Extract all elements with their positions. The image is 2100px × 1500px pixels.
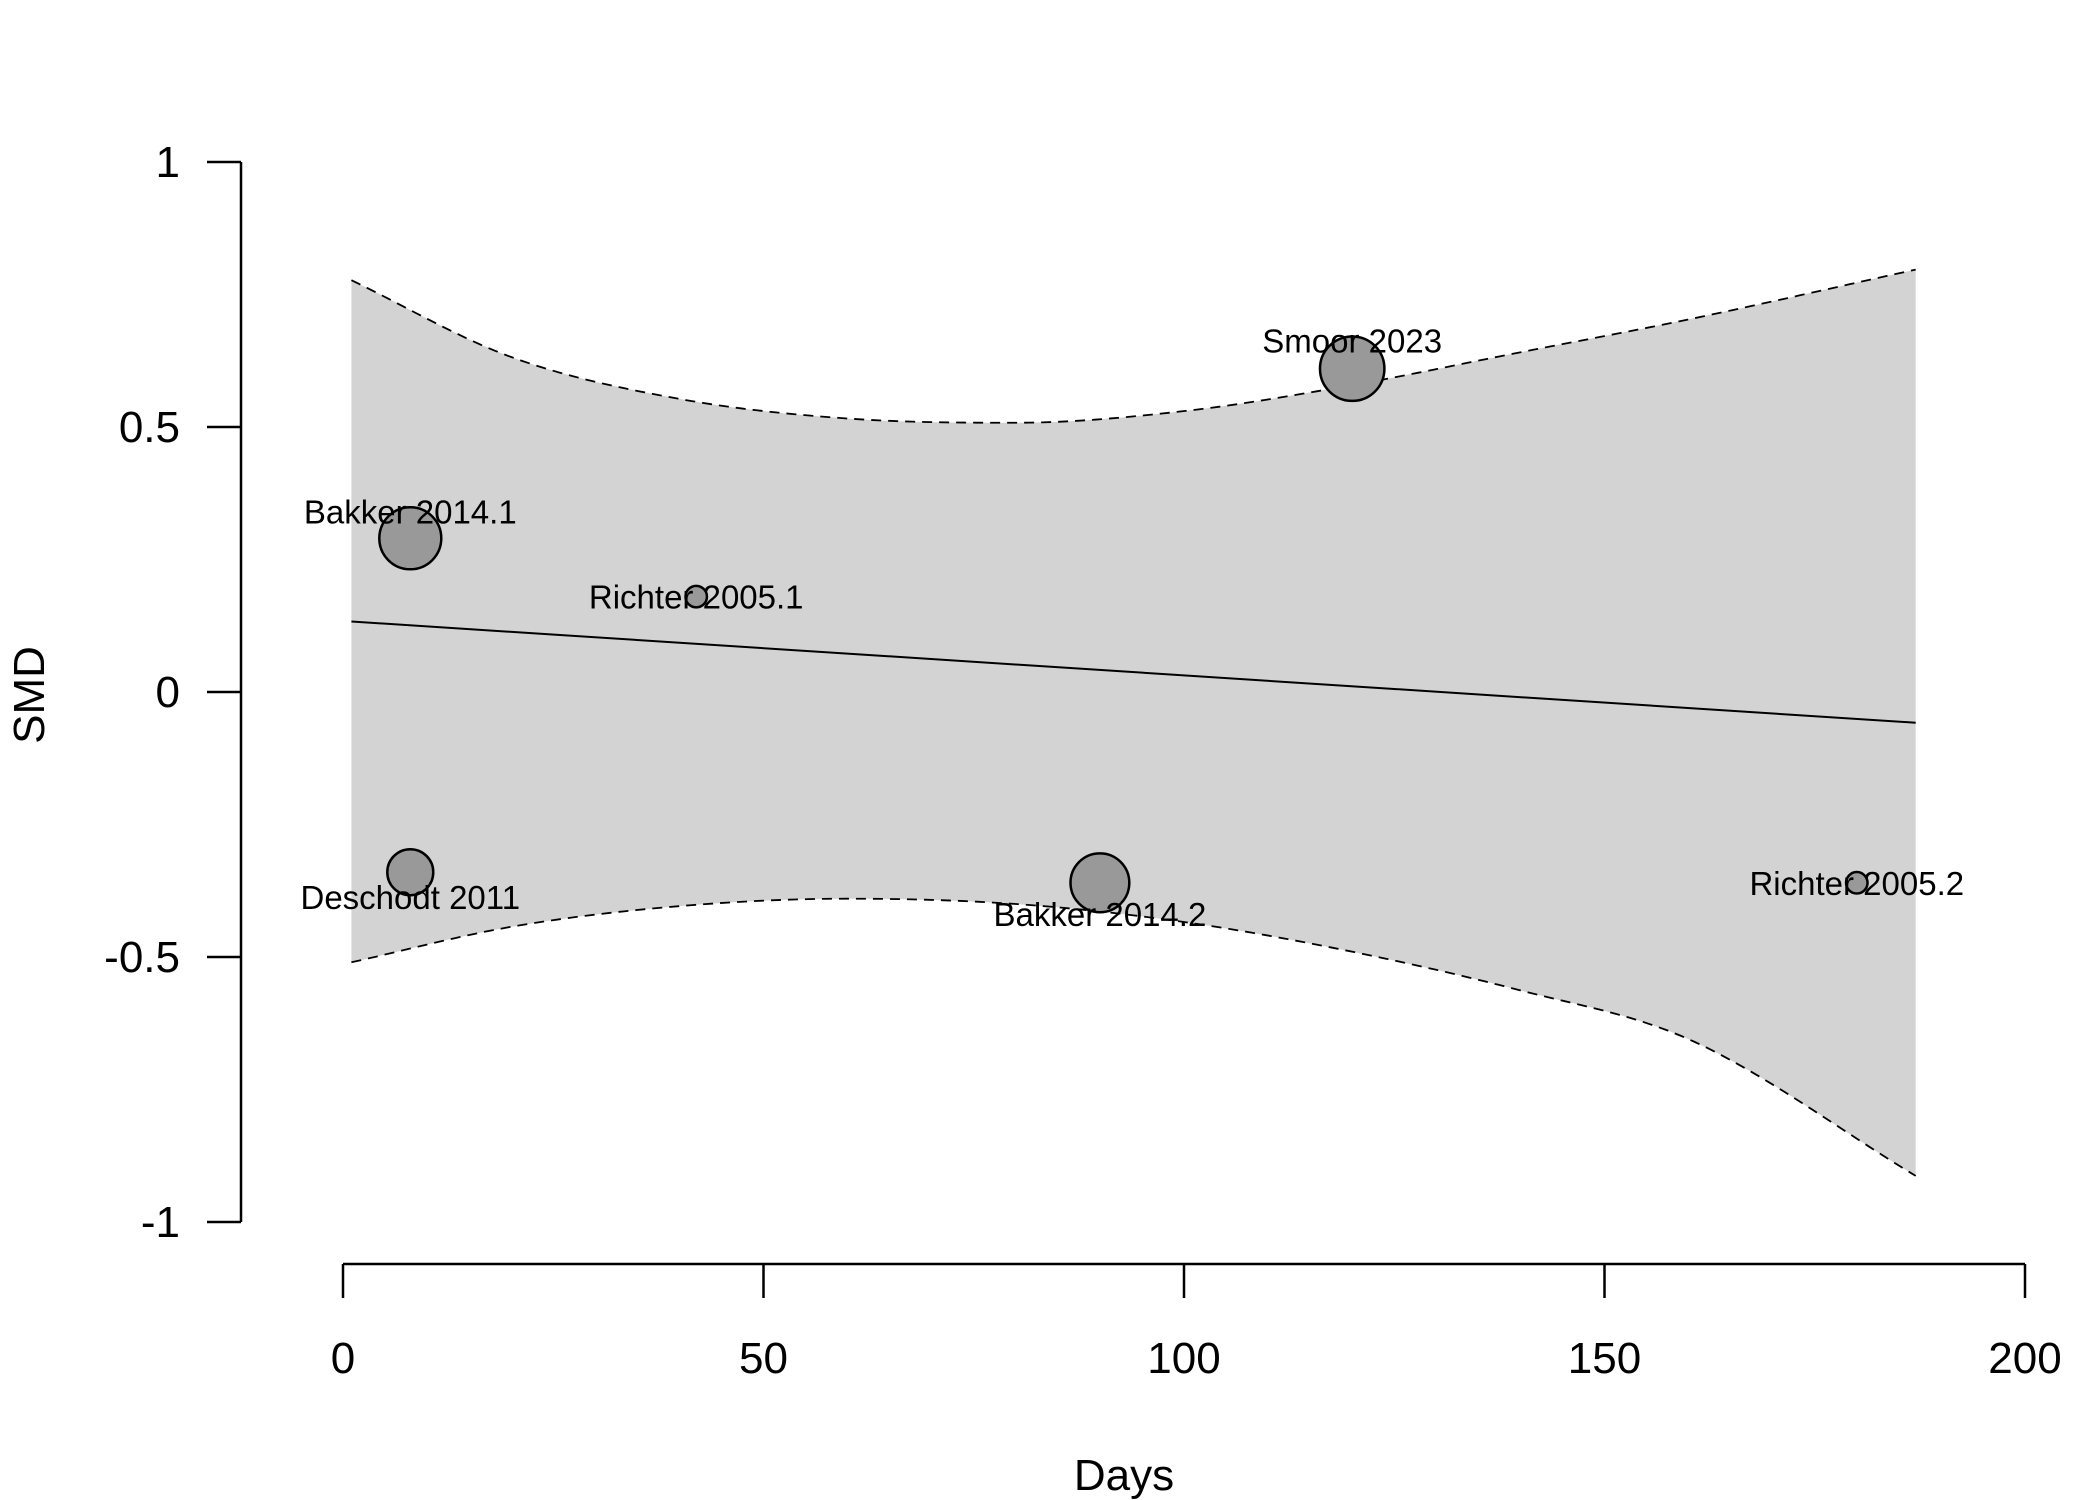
regression-line	[351, 620, 1916, 724]
data-point-label: Smoor 2023	[1262, 322, 1442, 359]
data-points-layer: Bakker 2014.1 Richter 2005.1 Smoor 2023 Des…	[301, 322, 1965, 933]
data-point	[1069, 852, 1131, 914]
y-tick-label: 0.5	[119, 403, 180, 452]
axes-layer: -1 -0.5 0 0.5 1 0 50 100 150 200	[104, 138, 2062, 1383]
data-point-label: Deschodt 2011	[301, 879, 521, 916]
regression-line-layer	[351, 620, 1916, 724]
confidence-band-layer	[351, 268, 1917, 1177]
y-tick-label: -0.5	[104, 933, 180, 982]
x-tick-label: 150	[1568, 1334, 1641, 1383]
data-point	[1318, 335, 1386, 403]
y-tick-label: 0	[156, 668, 180, 717]
y-tick-label: -1	[141, 1198, 180, 1247]
data-point-label: Richter 2005.2	[1749, 865, 1964, 902]
data-point	[1844, 870, 1869, 895]
x-tick-label: 0	[331, 1334, 355, 1383]
data-point	[684, 584, 709, 609]
data-point-label: Bakker 2014.1	[304, 493, 517, 530]
x-tick-label: 100	[1147, 1334, 1220, 1383]
x-axis-label: Days	[1074, 1451, 1174, 1500]
y-tick-label: 1	[156, 138, 180, 187]
data-point-label: Richter 2005.1	[589, 579, 804, 616]
data-point-label: Bakker 2014.2	[993, 896, 1206, 933]
confidence-band-area	[351, 269, 1916, 1176]
confidence-band-lower	[351, 897, 1917, 1177]
y-axis-label: SMD	[5, 646, 54, 744]
data-point	[386, 847, 435, 897]
x-tick-label: 50	[739, 1334, 788, 1383]
confidence-band-upper	[351, 268, 1916, 424]
x-tick-label: 200	[1988, 1334, 2061, 1383]
data-point	[378, 506, 443, 571]
